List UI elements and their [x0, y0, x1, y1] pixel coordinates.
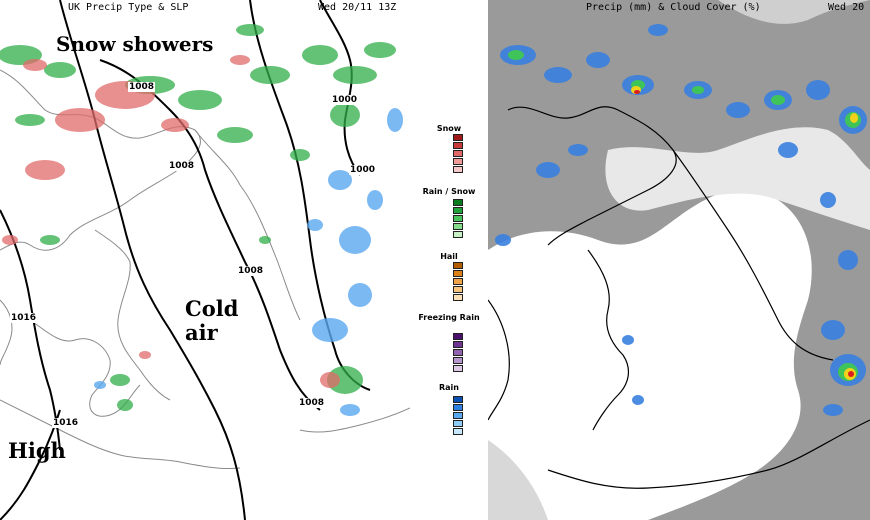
legend-swatch — [453, 349, 463, 356]
clear-sky-areas — [488, 0, 870, 520]
legend-title-freezing-rain: Freezing Rain — [418, 313, 480, 322]
clear-area-south — [488, 189, 812, 520]
scotland-coastline — [507, 106, 677, 246]
legend-title-snow: Snow — [436, 124, 462, 133]
isobar-1016-southwest — [0, 409, 61, 520]
snow-showers-label: Snow showers — [56, 32, 214, 56]
isobar-label: 1016 — [10, 313, 38, 323]
precip-type-map-panel: UK Precip Type & SLP Wed 20/11 13Z Snow … — [0, 0, 410, 520]
legend-title-hail: Hail — [440, 252, 458, 261]
isobar-1008-west — [59, 0, 246, 520]
ireland-coastline — [488, 299, 510, 421]
very-heavy-precip-cells — [634, 90, 854, 377]
cloud-cover-map — [488, 0, 870, 520]
isobar-label: 1000 — [331, 95, 359, 105]
france-coast — [299, 407, 410, 433]
legend-swatch — [453, 294, 463, 301]
precip-amount-cells — [495, 24, 867, 416]
right-map-title: Precip (mm) & Cloud Cover (%) — [586, 2, 761, 13]
legend-swatch — [453, 207, 463, 214]
cold-air-label-line2: air — [185, 320, 218, 345]
legend-swatch — [453, 286, 463, 293]
left-map-valid-time: Wed 20/11 13Z — [318, 2, 397, 13]
isobar-label: 1000 — [349, 165, 377, 175]
legend-swatch — [453, 270, 463, 277]
snow-precip — [2, 55, 340, 388]
legend-swatch — [453, 223, 463, 230]
legend-swatch — [453, 365, 463, 372]
precip-type-map — [0, 0, 410, 520]
legend-swatch — [453, 404, 463, 411]
west-england-coastline — [587, 249, 630, 431]
legend-swatch — [453, 333, 463, 340]
northern-england-coast — [94, 229, 171, 401]
legend-swatch — [453, 150, 463, 157]
legend-swatch — [453, 199, 463, 206]
right-coastline-lines — [488, 106, 870, 489]
legend-swatch — [453, 278, 463, 285]
legend-swatch — [453, 420, 463, 427]
legend-swatch — [453, 412, 463, 419]
isobar-label: 1008 — [298, 398, 326, 408]
precip-cells — [0, 24, 403, 416]
legend-swatch — [453, 231, 463, 238]
legend-swatch — [453, 215, 463, 222]
isobar-label: 1008 — [128, 82, 156, 92]
east-england-coastline — [672, 149, 834, 361]
legend-swatch — [453, 357, 463, 364]
south-coastline — [547, 419, 870, 489]
east-coast — [194, 129, 301, 321]
coastline-lines — [0, 69, 410, 469]
legend-swatch — [453, 158, 463, 165]
legend-swatch — [453, 134, 463, 141]
legend-swatch — [453, 262, 463, 269]
high-pressure-label: High — [8, 438, 66, 463]
legend-title-rain: Rain — [439, 383, 459, 392]
legend-swatch — [453, 396, 463, 403]
legend-swatch — [453, 341, 463, 348]
isobar-1016-west — [0, 209, 61, 451]
isobar-label: 1008 — [168, 161, 196, 171]
isobar-label: 1008 — [237, 266, 265, 276]
cloud-area-north — [718, 0, 870, 24]
southwest-coast — [0, 399, 241, 469]
thin-cloud-area-central — [605, 127, 870, 230]
irish-coast — [0, 299, 13, 366]
cloud-cover-map-panel: Precip (mm) & Cloud Cover (%) Wed 20 — [488, 0, 870, 520]
rain-precip — [94, 108, 403, 416]
precip-type-legend: Snow Rain / Snow Hail Freezing Rain Rain — [410, 0, 488, 520]
isobar-1000-east — [319, 0, 361, 176]
right-map-valid-time: Wed 20 — [828, 2, 865, 13]
isobar-label: 1016 — [52, 418, 80, 428]
cold-air-label-line1: Cold — [185, 296, 239, 321]
legend-swatch — [453, 166, 463, 173]
left-map-title: UK Precip Type & SLP — [68, 2, 189, 13]
legend-swatch — [453, 428, 463, 435]
wales-coast — [29, 319, 141, 417]
cloud-arc-southwest — [488, 440, 548, 520]
isobar-1008-north — [99, 59, 321, 411]
legend-swatch — [453, 142, 463, 149]
legend-title-rain-snow: Rain / Snow — [422, 187, 476, 196]
